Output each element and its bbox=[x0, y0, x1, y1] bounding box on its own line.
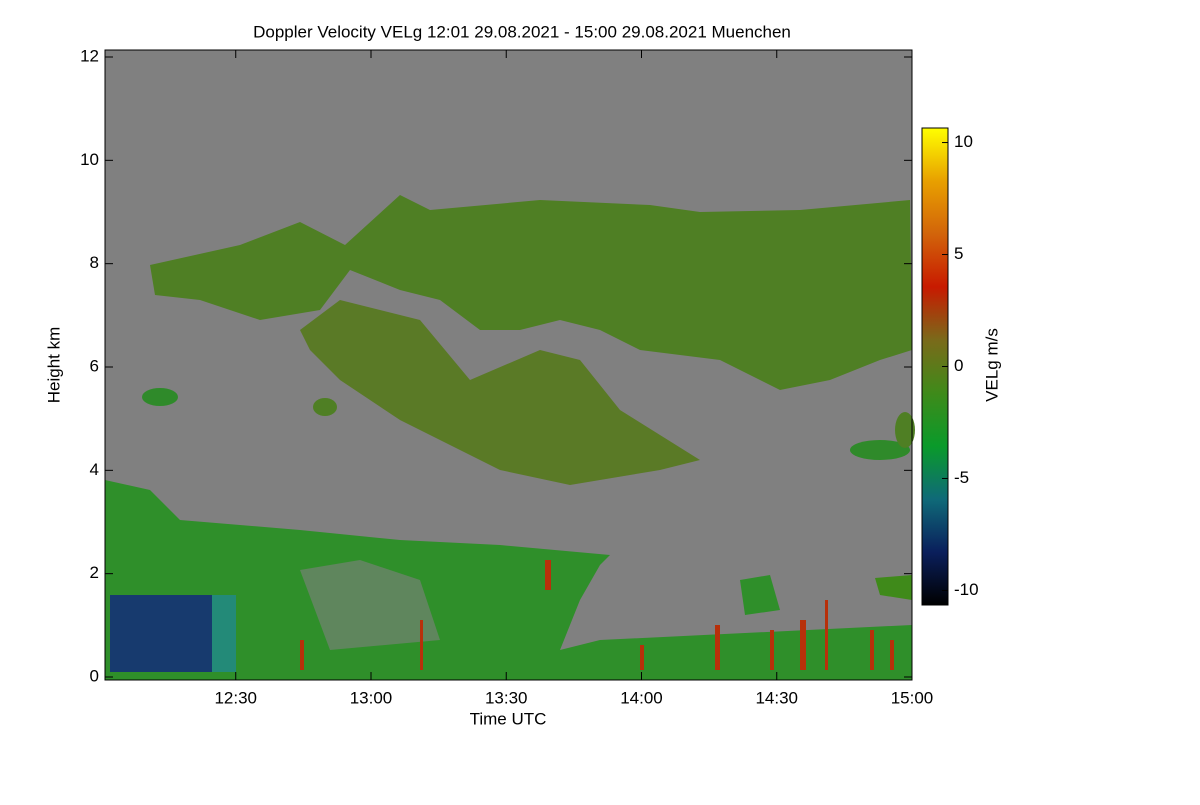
x-tick-label: 12:30 bbox=[214, 688, 257, 707]
chart-title: Doppler Velocity VELg 12:01 29.08.2021 -… bbox=[253, 22, 791, 41]
cloud-blob bbox=[875, 575, 912, 600]
y-tick-label: 8 bbox=[90, 253, 99, 272]
cloud-blob bbox=[740, 575, 780, 615]
transition bbox=[212, 595, 236, 672]
x-tick-label: 15:00 bbox=[891, 688, 934, 707]
colorbar-tick-label: -10 bbox=[954, 580, 979, 599]
y-tick-label: 0 bbox=[90, 666, 99, 685]
colorbar-tick-label: 0 bbox=[954, 356, 963, 375]
y-tick-label: 6 bbox=[90, 356, 99, 375]
colorbar-tick-label: -5 bbox=[954, 468, 969, 487]
cloud-layer bbox=[300, 300, 700, 485]
colorbar-label: VELg m/s bbox=[982, 328, 1001, 402]
y-axis-label: Height km bbox=[44, 327, 63, 404]
plot-frame bbox=[104, 49, 913, 681]
heatmap-field bbox=[105, 195, 915, 680]
gap bbox=[300, 560, 440, 650]
x-tick-label: 14:30 bbox=[755, 688, 798, 707]
y-tick-label: 12 bbox=[80, 46, 99, 65]
cloud-blob bbox=[142, 388, 178, 406]
y-tick-label: 2 bbox=[90, 563, 99, 582]
downdraft bbox=[110, 595, 212, 672]
boundary-layer bbox=[105, 480, 912, 680]
y-tick-label: 10 bbox=[80, 150, 99, 169]
updraft-streaks bbox=[300, 560, 894, 670]
cloud-blob bbox=[850, 440, 910, 460]
x-axis-label: Time UTC bbox=[470, 709, 547, 728]
x-tick-label: 13:30 bbox=[485, 688, 528, 707]
cloud-blob bbox=[313, 398, 337, 416]
x-tick-label: 13:00 bbox=[350, 688, 393, 707]
colorbar-tick-label: 5 bbox=[954, 244, 963, 263]
cloud-layer bbox=[150, 195, 912, 390]
x-tick-label: 14:00 bbox=[620, 688, 663, 707]
colorbar-tick-label: 10 bbox=[954, 132, 973, 151]
y-tick-label: 4 bbox=[90, 460, 99, 479]
cloud-blob bbox=[895, 412, 915, 448]
